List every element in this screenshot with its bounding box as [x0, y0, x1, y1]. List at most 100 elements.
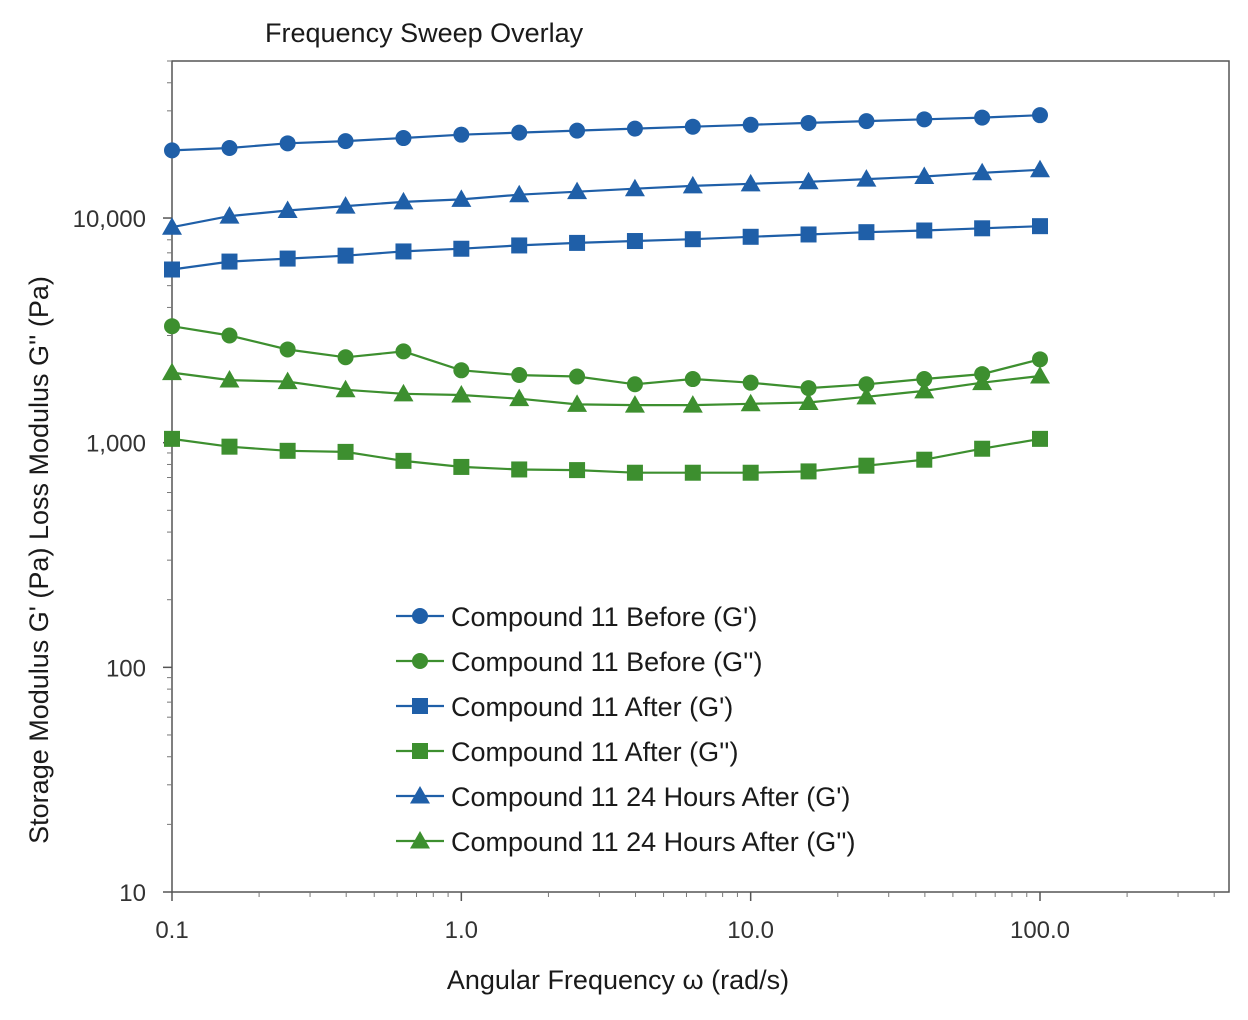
data-point [569, 462, 586, 479]
legend-item: Compound 11 24 Hours After (G') [396, 782, 850, 812]
data-point [624, 178, 645, 197]
data-point [164, 261, 180, 278]
data-point [393, 383, 414, 402]
data-point [1032, 218, 1049, 235]
data-point [453, 458, 470, 475]
data-point [914, 166, 935, 185]
legend-item: Compound 11 After (G') [396, 692, 733, 722]
data-point [219, 206, 240, 224]
data-point [569, 368, 586, 385]
data-point [914, 380, 935, 399]
data-point [453, 126, 470, 143]
data-point [335, 379, 356, 398]
series-line [171, 114, 1041, 152]
x-tick-label: 100.0 [1010, 917, 1070, 944]
data-point [742, 374, 759, 391]
data-point [164, 318, 180, 335]
data-point [800, 463, 817, 480]
data-point [511, 461, 528, 478]
plot-area-frame [171, 60, 1230, 893]
data-point [511, 367, 528, 384]
x-tick-label: 1.0 [445, 917, 478, 944]
data-point [393, 191, 414, 210]
data-point [511, 124, 528, 141]
legend-label: Compound 11 24 Hours After (G'') [451, 827, 856, 857]
data-point [916, 222, 933, 239]
data-point [742, 228, 759, 245]
series-6 [162, 362, 1051, 413]
data-point [1032, 107, 1049, 124]
data-point [162, 362, 182, 381]
series-3 [164, 218, 1049, 278]
data-point [916, 111, 933, 128]
data-point [1032, 351, 1049, 368]
data-point [800, 380, 817, 397]
data-point [858, 376, 875, 393]
data-point [742, 116, 759, 133]
data-point [626, 376, 643, 393]
data-point [684, 118, 701, 135]
data-point [626, 464, 643, 481]
x-tick-label: 0.1 [155, 917, 188, 944]
data-point [395, 343, 412, 360]
data-point [858, 113, 875, 130]
data-point [451, 189, 472, 207]
legend-label: Compound 11 Before (G') [451, 602, 757, 632]
data-point [972, 162, 993, 181]
data-point [221, 327, 238, 344]
data-point [1030, 159, 1051, 178]
data-point [800, 226, 817, 243]
data-point [509, 184, 530, 203]
legend-item: Compound 11 Before (G') [396, 602, 757, 632]
data-point [337, 349, 354, 366]
data-point [684, 371, 701, 388]
legend-label: Compound 11 Before (G'') [451, 647, 762, 677]
data-point [974, 109, 991, 126]
data-point [279, 442, 296, 459]
data-point [798, 171, 819, 190]
data-point [511, 237, 528, 254]
series-line [171, 225, 1041, 271]
data-point [451, 385, 472, 403]
data-point [277, 200, 298, 219]
data-point [916, 451, 933, 468]
data-point [337, 247, 354, 264]
data-point [164, 142, 180, 159]
data-point [856, 386, 877, 405]
y-tick-label: 10 [119, 880, 146, 907]
data-point [856, 169, 877, 187]
data-point [626, 120, 643, 137]
data-point [221, 139, 238, 156]
data-point [279, 250, 296, 267]
series-line [171, 437, 1041, 474]
legend-marker [412, 653, 428, 669]
data-point [569, 122, 586, 139]
legend-marker [412, 608, 428, 624]
y-axis-title: Storage Modulus G' (Pa) Loss Modulus G''… [24, 276, 54, 844]
data-point [800, 114, 817, 131]
data-point [453, 240, 470, 257]
data-point [626, 233, 643, 250]
legend-label: Compound 11 24 Hours After (G') [451, 782, 850, 812]
y-tick-label: 1,000 [86, 431, 146, 458]
data-point [974, 220, 991, 237]
data-point [453, 362, 470, 379]
legend-label: Compound 11 After (G'') [451, 737, 738, 767]
data-point [569, 234, 586, 251]
data-point [740, 393, 761, 412]
y-axis: 10 100 1,000 10,000 [73, 206, 172, 907]
data-point [682, 395, 703, 413]
data-point [337, 133, 354, 150]
data-point [567, 394, 588, 412]
data-point [221, 438, 238, 455]
data-point [162, 217, 182, 235]
data-point [858, 224, 875, 241]
data-point [335, 196, 356, 214]
chart-title: Frequency Sweep Overlay [265, 18, 584, 48]
data-point [277, 371, 298, 390]
data-point [740, 173, 761, 192]
data-point [221, 253, 238, 270]
data-point [624, 395, 645, 413]
data-point [972, 372, 993, 391]
legend-marker [412, 698, 428, 714]
